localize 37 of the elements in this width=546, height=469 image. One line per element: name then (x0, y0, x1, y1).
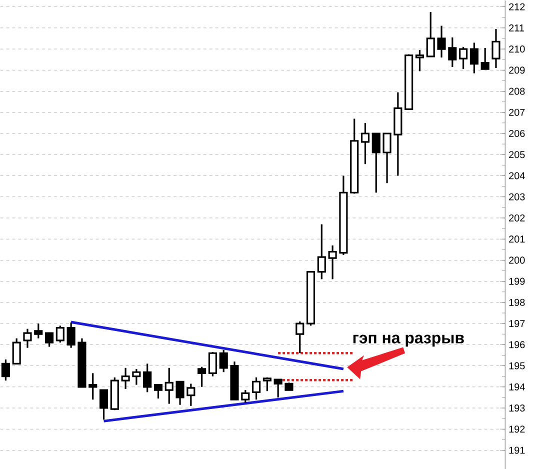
y-tick-label: 197 (509, 320, 525, 327)
y-tick-label: 198 (509, 298, 525, 306)
candlestick (296, 320, 304, 354)
y-tick-label: 202 (509, 214, 525, 222)
candlestick (23, 328, 32, 348)
y-tick-label: 211 (509, 24, 524, 32)
y-tick-label: 193 (509, 404, 525, 412)
candlestick (164, 366, 174, 404)
y-tick-label: 207 (509, 108, 525, 116)
y-tick-label: 199 (509, 278, 525, 285)
candlestick (121, 366, 130, 390)
y-tick-label: 203 (509, 193, 525, 200)
y-tick-label: 191 (509, 446, 525, 454)
y-tick-label: 201 (509, 235, 525, 242)
candlestick (186, 382, 196, 406)
y-tick-label: 194 (509, 383, 525, 390)
candlestick (88, 372, 98, 400)
y-tick-label: 204 (509, 172, 525, 180)
annotation: гэп на разрыв (353, 334, 464, 346)
y-tick-label: 210 (509, 45, 525, 52)
y-tick-label: 209 (509, 66, 525, 74)
candlestick (394, 91, 402, 176)
candlestick (437, 24, 446, 58)
y-tick-label: 195 (509, 362, 525, 370)
y-tick-label: 200 (509, 256, 525, 264)
candlestick (470, 42, 478, 74)
y-tick-label: 196 (509, 340, 525, 348)
candlestick (198, 366, 206, 388)
candlestick (459, 46, 468, 70)
y-tick-label: 212 (509, 3, 525, 10)
y-tick-label: 205 (509, 150, 525, 158)
candlestick (415, 49, 424, 72)
candlestick (360, 122, 370, 165)
candlestick (328, 244, 337, 280)
y-tick-label: 206 (509, 130, 525, 137)
y-tick-label: 208 (509, 88, 525, 95)
y-tick-label: 192 (509, 425, 525, 432)
